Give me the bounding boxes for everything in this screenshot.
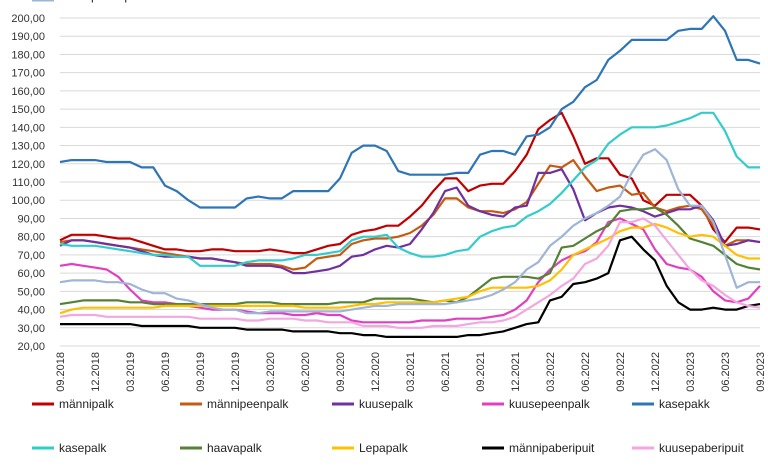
legend-label: kuusepaberipuit [59, 0, 144, 3]
y-tick-label: 90,00 [17, 213, 45, 225]
legend-label: kuusepalk [359, 397, 414, 411]
y-tick-label: 40,00 [17, 305, 45, 317]
legend-label: kasepalk [59, 441, 107, 455]
y-tick-label: 190,00 [11, 31, 45, 43]
x-axis-tick-labels: 09.2018 12.2018 03.2019 06.2019 09.2019 12.20… [55, 352, 767, 392]
y-tick-label: 60,00 [17, 268, 45, 280]
legend-label: männipaberipuit [509, 441, 595, 455]
y-tick-label: 130,00 [11, 141, 45, 153]
x-tick-label: 06.2020 [300, 352, 312, 392]
x-tick-label: 09.2019 [195, 352, 207, 392]
legend-item: kuusepeenpalk [482, 397, 591, 411]
x-tick-label: 03.2023 [685, 352, 697, 392]
legend-label: kuusepeenpalk [509, 397, 591, 411]
legend-item: männipaberipuit [482, 441, 595, 455]
series-line [59, 159, 761, 271]
y-tick-label: 160,00 [11, 86, 45, 98]
legend-item: kasepalk [32, 441, 107, 455]
y-tick-label: 120,00 [11, 159, 45, 171]
series-line [59, 111, 761, 255]
legend-label: männipeenpalk [207, 397, 289, 411]
y-tick-label: 20,00 [17, 341, 45, 353]
series-line [59, 206, 761, 306]
legend-label: Lepapalk [359, 441, 409, 455]
x-tick-label: 12.2019 [230, 352, 242, 392]
legend-label: männipalk [59, 397, 115, 411]
series-line [59, 15, 761, 209]
x-tick-label: 12.2021 [510, 352, 522, 392]
y-tick-label: 200,00 [11, 13, 45, 25]
gridlines [60, 17, 760, 347]
legend: männipalk männipeenpalk kuusepalk kuusepeen… [32, 0, 744, 455]
legend-label: haavapalk [207, 441, 263, 455]
x-tick-label: 06.2021 [440, 352, 452, 392]
legend-item: kuusepaberipuit [632, 441, 744, 455]
y-tick-label: 180,00 [11, 49, 45, 61]
y-tick-label: 140,00 [11, 122, 45, 134]
x-tick-label: 12.2022 [650, 352, 662, 392]
x-tick-label: 03.2022 [545, 352, 557, 392]
legend-item: kuusepaberipuit [32, 0, 144, 3]
legend-item: kuusepalk [332, 397, 414, 411]
x-tick-label: 03.2020 [265, 352, 277, 392]
x-tick-label: 09.2023 [755, 352, 767, 392]
x-tick-label: 06.2022 [580, 352, 592, 392]
legend-item: haavapalk [180, 441, 263, 455]
x-tick-label: 12.2018 [90, 352, 102, 392]
legend-item: kasepakk [632, 397, 711, 411]
legend-label: kuusepaberipuit [659, 441, 744, 455]
x-tick-label: 12.2020 [370, 352, 382, 392]
x-tick-label: 09.2021 [475, 352, 487, 392]
x-tick-label: 06.2019 [160, 352, 172, 392]
y-tick-label: 70,00 [17, 250, 45, 262]
y-tick-label: 150,00 [11, 104, 45, 116]
y-tick-label: 80,00 [17, 232, 45, 244]
series-line [59, 111, 760, 267]
legend-item: männipeenpalk [180, 397, 289, 411]
y-tick-label: 30,00 [17, 323, 45, 335]
x-tick-label: 09.2020 [335, 352, 347, 392]
x-tick-label: 09.2022 [615, 352, 627, 392]
y-tick-label: 50,00 [17, 286, 45, 298]
series-line [59, 148, 760, 315]
x-tick-label: 06.2023 [720, 352, 732, 392]
y-tick-label: 170,00 [11, 68, 45, 80]
legend-item: männipalk [32, 397, 115, 411]
y-axis-tick-labels: 20,00 30,00 40,00 50,00 60,00 70,00 80,00 90,00… [11, 13, 45, 353]
series-line [60, 235, 761, 338]
x-tick-label: 09.2018 [55, 352, 67, 392]
series-line [59, 217, 761, 329]
legend-item: Lepapalk [332, 441, 409, 455]
y-tick-label: 100,00 [11, 195, 45, 207]
series-line [59, 222, 760, 315]
y-tick-label: 110,00 [12, 177, 45, 189]
x-tick-label: 03.2019 [125, 352, 137, 392]
data-series [59, 15, 761, 338]
x-tick-label: 03.2021 [405, 352, 417, 392]
legend-label: kasepakk [659, 397, 711, 411]
